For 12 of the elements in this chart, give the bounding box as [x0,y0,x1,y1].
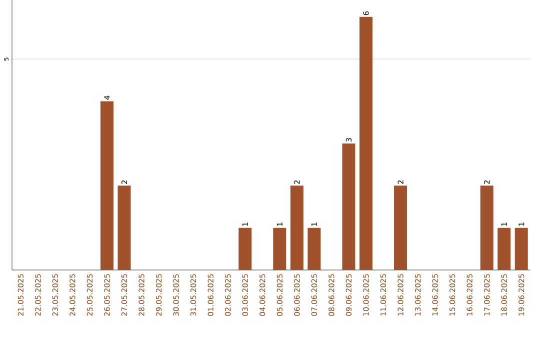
bar [308,228,321,270]
bar [238,228,252,270]
bar [394,186,408,270]
bar [118,186,131,270]
bar [498,228,511,270]
bar [359,16,372,270]
bar [100,101,114,270]
bar [480,186,494,270]
bar [273,228,286,270]
bar [342,143,356,270]
bar [290,186,304,270]
bar [514,228,528,270]
